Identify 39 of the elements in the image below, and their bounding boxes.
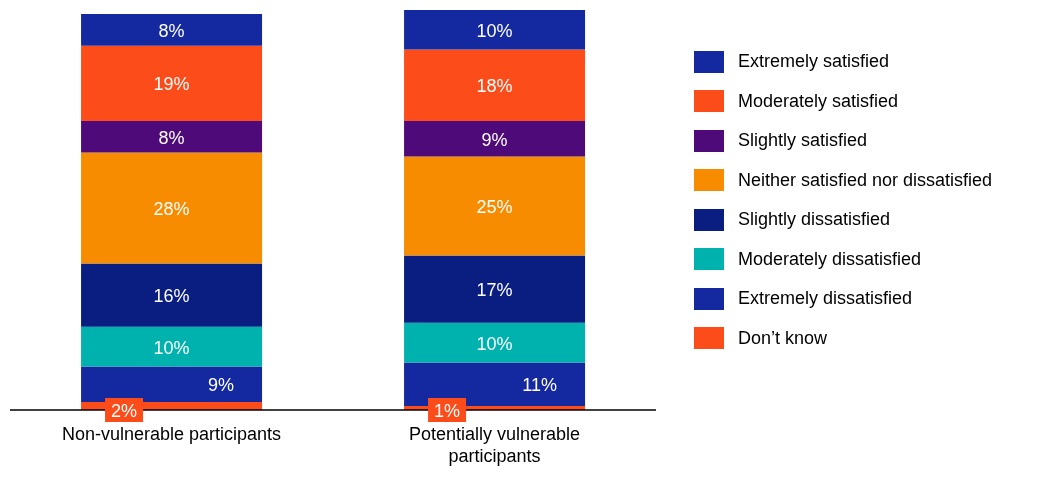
data-label: 8%: [158, 127, 185, 148]
bar: [81, 263, 263, 327]
data-label: 16%: [153, 286, 190, 307]
data-label: 9%: [481, 129, 508, 150]
bar: [404, 255, 586, 323]
legend-label: Extremely dissatisfied: [738, 288, 913, 310]
data-label: 19%: [153, 74, 190, 95]
legend-label: Moderately dissatisfied: [738, 248, 922, 270]
legend-label: Slightly dissatisfied: [738, 209, 891, 231]
bar: [81, 45, 263, 121]
data-label: 1%: [434, 401, 461, 421]
bar: [404, 49, 586, 121]
bar: [404, 10, 586, 50]
bar: [81, 13, 263, 46]
legend-label: Extremely satisfied: [738, 51, 890, 73]
data-label: 10%: [476, 20, 513, 41]
bar: [404, 322, 586, 363]
bar: [404, 120, 586, 157]
legend-label: Neither satisfied nor dissatisfied: [738, 169, 993, 191]
data-label: 2%: [111, 401, 138, 421]
bar: [81, 366, 263, 403]
data-label: 17%: [476, 280, 513, 301]
data-label: 11%: [522, 375, 558, 396]
legend-label: Slightly satisfied: [738, 130, 868, 152]
data-label: 18%: [476, 76, 513, 97]
data-label: 10%: [476, 333, 513, 354]
data-label: 8%: [158, 20, 185, 41]
legend-label: Moderately satisfied: [738, 90, 899, 112]
legend-label: Don’t know: [738, 327, 828, 349]
bar: [81, 152, 263, 264]
x-tick-label: Potentially vulnerable participants: [408, 424, 581, 466]
data-label: 10%: [153, 337, 190, 358]
x-tick-label: Non-vulnerable participants: [61, 424, 282, 444]
data-label: 25%: [476, 197, 513, 218]
bar: [81, 326, 263, 367]
bar: [404, 156, 586, 256]
bar: [81, 120, 263, 153]
data-label: 9%: [208, 375, 235, 396]
data-label: 28%: [153, 199, 190, 220]
